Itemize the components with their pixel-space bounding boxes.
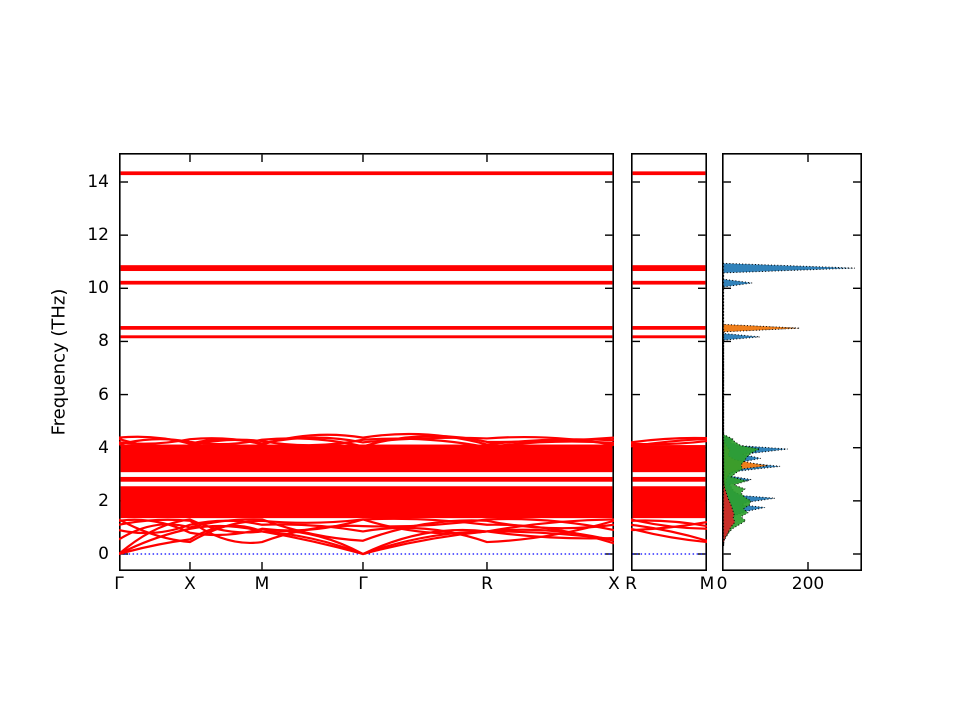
- x-tick-label: Γ: [114, 574, 124, 594]
- y-tick-label: 2: [98, 490, 109, 511]
- y-tick-label: 0: [98, 544, 109, 564]
- x-tick-label: 0: [716, 574, 728, 594]
- x-tick-label: M: [699, 574, 715, 594]
- x-tick-label: M: [254, 574, 270, 594]
- band-structure-main-panel: [119, 153, 614, 571]
- y-tick-label: 8: [98, 331, 109, 352]
- x-tick-label: Γ: [358, 574, 368, 594]
- band-structure-rm-panel: [631, 153, 707, 571]
- y-axis-label: Frequency (THz): [48, 288, 70, 436]
- x-tick-label: R: [481, 574, 493, 594]
- y-tick-label: 12: [87, 225, 109, 246]
- x-tick-label: 200: [791, 574, 825, 594]
- y-tick-label: 6: [98, 384, 109, 405]
- y-tick-label: 4: [98, 437, 109, 458]
- y-tick-label: 10: [87, 278, 109, 299]
- x-tick-label: X: [184, 574, 196, 594]
- density-of-states-panel: [722, 153, 862, 571]
- x-tick-label: R: [625, 574, 637, 594]
- y-tick-label: 14: [87, 172, 109, 192]
- x-tick-label: X: [608, 574, 620, 594]
